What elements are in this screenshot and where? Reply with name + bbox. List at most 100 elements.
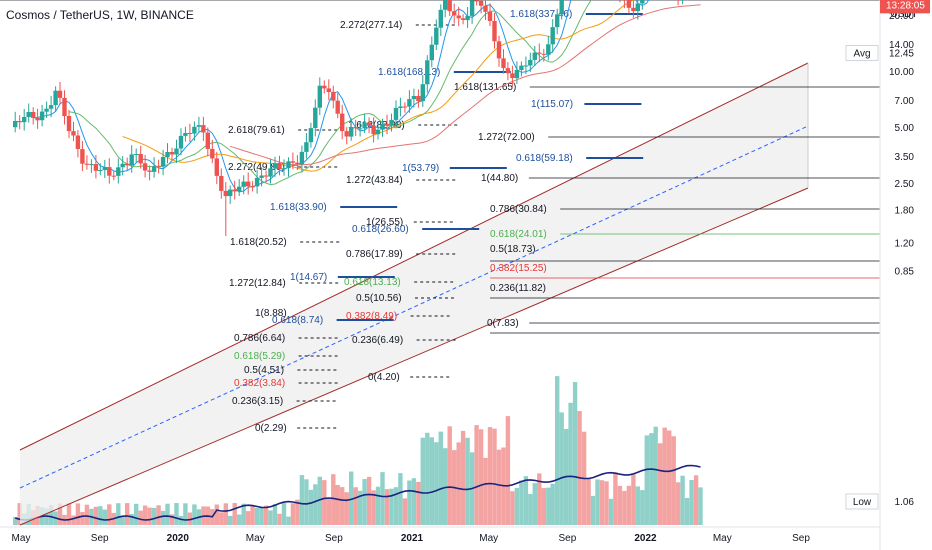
time-tick-label: May (479, 533, 498, 544)
volume-bar (13, 517, 18, 525)
price-tick-label: 1.80 (895, 206, 915, 217)
candle-body (84, 163, 90, 165)
fib-level-label: 1.618(20.52) (230, 237, 287, 248)
time-tick-label: Sep (91, 533, 109, 544)
volume-bar (48, 505, 54, 525)
candle-body (39, 111, 45, 121)
price-marker-label: Avg (853, 48, 870, 59)
volume-bar (402, 498, 408, 525)
axis-unit-label: USDT (890, 9, 917, 20)
fib-level-label: 1(115.07) (531, 99, 573, 110)
price-marker-tag (845, 493, 879, 510)
candle-body (98, 170, 103, 171)
candle-body (438, 9, 443, 28)
volume-bar (510, 491, 515, 525)
candle-body (483, 5, 488, 12)
fib-level-label: 1.272(72.00) (478, 132, 535, 143)
volume-bar (246, 511, 251, 525)
ma-short-line (33, 0, 650, 193)
candle-body (478, 0, 484, 6)
volume-bar (174, 503, 179, 525)
volume-bar (295, 499, 300, 525)
volume-bar (241, 503, 246, 525)
fib-level-label: 1.618(168.13) (378, 67, 440, 78)
candle-body (102, 167, 107, 170)
volume-bar (125, 503, 130, 525)
volume-bar (313, 484, 318, 525)
fib-level-label: 0.618(24.01) (490, 229, 547, 240)
candle-body (523, 65, 529, 67)
volume-bar (362, 479, 367, 525)
volume-bar (537, 473, 542, 525)
candle-body (26, 112, 31, 117)
last-price-box (880, 0, 930, 14)
candle-body (362, 122, 367, 129)
volume-bar (559, 412, 564, 525)
volume-bar (644, 435, 649, 525)
volume-bar (183, 503, 188, 525)
volume-bar (304, 479, 309, 525)
time-tick-label: Sep (559, 533, 577, 544)
candle-body (626, 0, 632, 8)
candle-body (272, 163, 278, 169)
candle-body (514, 70, 520, 79)
price-tick-label: 3.50 (895, 152, 915, 163)
candle-body (134, 154, 139, 155)
volume-bar (474, 425, 479, 525)
volume-bar (259, 507, 264, 525)
candle-body (398, 106, 403, 108)
candle-body (331, 91, 336, 101)
volume-bar (622, 490, 627, 525)
candle-body (407, 99, 412, 107)
candle-body (380, 123, 385, 130)
candle-body (107, 167, 112, 176)
time-tick-label: Sep (792, 533, 810, 544)
volume-bar (156, 505, 161, 525)
candle-body (223, 190, 228, 197)
candle-body (411, 96, 417, 100)
price-marker-value: 12.45 (889, 48, 914, 59)
channel-lower-line (19, 187, 809, 526)
volume-bar (138, 510, 143, 525)
price-marker-label: Low (853, 497, 872, 508)
volume-bar (71, 515, 76, 525)
volume-bar (483, 457, 488, 525)
volume-bar (84, 504, 90, 525)
candle-body (505, 68, 511, 74)
volume-bar (277, 513, 282, 525)
candle-body (555, 14, 560, 28)
candle-body (156, 166, 161, 168)
fib-level-label: 0.786(6.64) (234, 333, 285, 344)
fib-level-label: 0.618(8.74) (272, 315, 323, 326)
candle-body (53, 90, 58, 106)
fib-level-label: 0(2.29) (255, 423, 287, 434)
channel-mid-line (19, 125, 809, 489)
volume-bar (393, 487, 399, 525)
volume-bar (80, 512, 85, 525)
volume-bar (228, 515, 233, 525)
volume-bar (286, 516, 291, 525)
candle-body (201, 125, 206, 133)
volume-bar (192, 504, 197, 525)
fib-level-label: 1.618(82.98) (348, 120, 405, 131)
price-tick-label: 2.50 (895, 179, 915, 190)
fib-level-label: 0.786(30.84) (490, 204, 547, 215)
volume-bar (492, 428, 497, 525)
volume-bar (528, 494, 533, 525)
candle-body (313, 107, 318, 128)
candle-body (389, 119, 394, 126)
candle-body (295, 162, 300, 165)
fib-levels: 1.618(337.46) 2.272(277.14) 1.618(168.13) 1… (0, 0, 880, 434)
fib-level-label: 0.5(10.56) (356, 293, 402, 304)
candle-body (116, 167, 121, 176)
candle-body (268, 168, 273, 177)
fib-level-label: 1.272(43.84) (346, 175, 403, 186)
volume-bar (590, 495, 596, 525)
candle-body (322, 85, 327, 89)
volume-bar (380, 472, 385, 525)
candle-body (532, 52, 537, 60)
candle-body (210, 148, 215, 159)
price-channel (19, 62, 809, 526)
ma-slow-line (230, 4, 701, 166)
